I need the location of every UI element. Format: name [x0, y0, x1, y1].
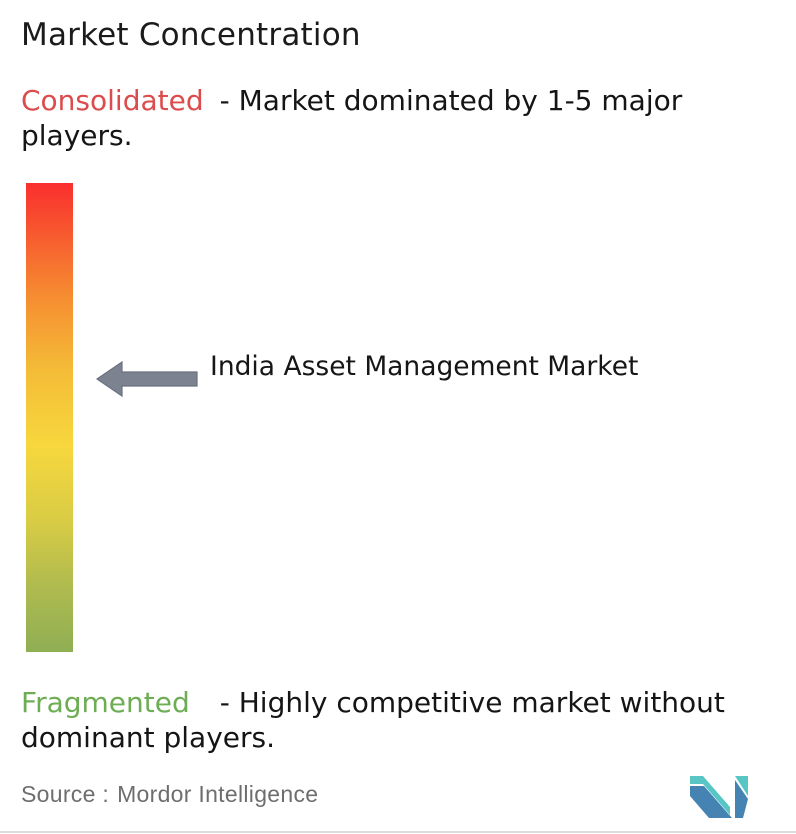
mordor-intelligence-logo-icon — [690, 776, 748, 818]
source-line: Source : Mordor Intelligence — [21, 781, 318, 808]
source-value: Mordor Intelligence — [117, 781, 319, 807]
consolidated-statement: Consolidated - Market dominated by 1-5 ma… — [21, 83, 763, 153]
fragmented-term: Fragmented — [21, 686, 190, 719]
bottom-divider — [0, 831, 796, 833]
left-arrow-icon — [95, 359, 199, 399]
fragmented-statement: Fragmented - Highly competitive market wi… — [21, 685, 796, 755]
consolidated-term: Consolidated — [21, 84, 204, 117]
consolidated-description: - Market dominated by 1-5 major players. — [21, 84, 683, 152]
concentration-scale-bar — [26, 183, 73, 652]
page-title: Market Concentration — [21, 17, 361, 53]
annotation-label: India Asset Management Market — [210, 351, 639, 382]
fragmented-description: - Highly competitive market without domi… — [21, 686, 725, 754]
source-label: Source : — [21, 781, 110, 807]
